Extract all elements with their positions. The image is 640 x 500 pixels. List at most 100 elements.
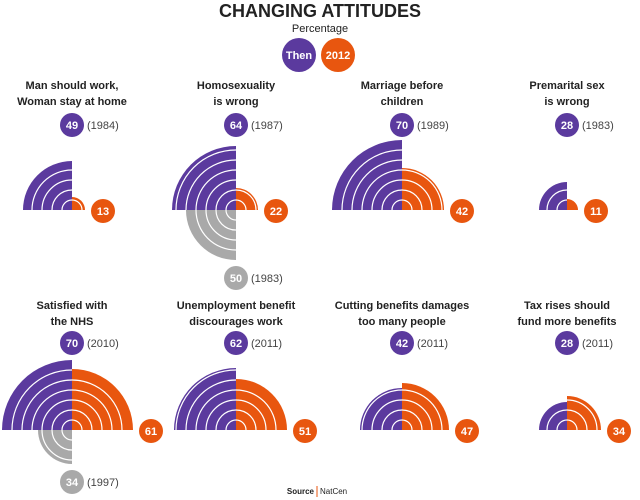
ring-line [175, 149, 237, 211]
value-badge [584, 199, 608, 223]
ring-line [361, 389, 403, 431]
ring-line [566, 409, 588, 431]
ring-line [215, 409, 237, 431]
ring-line [175, 369, 237, 431]
ring-line [391, 199, 403, 211]
ring-line [41, 179, 73, 211]
value-badge [60, 113, 84, 137]
ring-line [371, 179, 403, 211]
ring-line [51, 409, 73, 431]
panel-title: is wrong [213, 96, 258, 108]
value-label: 70 [396, 120, 408, 132]
now-sector [402, 383, 449, 430]
ring-line [401, 179, 433, 211]
ring-line [31, 389, 73, 431]
now-sector [72, 197, 85, 210]
value-badge [607, 419, 631, 443]
then-sector [23, 161, 72, 210]
ring-line [401, 189, 423, 211]
value-label: 28 [561, 120, 573, 132]
chart-title: CHANGING ATTITUDES [219, 1, 421, 21]
ring-line [341, 149, 403, 211]
earlier-sector [186, 210, 236, 260]
value-badge [60, 331, 84, 355]
ring-line [556, 419, 568, 431]
value-label: 61 [145, 426, 157, 438]
legend-marker [282, 38, 316, 72]
ring-line [205, 209, 237, 241]
year-label: (2011) [251, 338, 282, 350]
panel-title: Homosexuality [197, 80, 276, 92]
ring-line [41, 399, 73, 431]
ring-line [51, 189, 73, 211]
ring-line [381, 409, 403, 431]
chart-subtitle: Percentage [292, 23, 348, 35]
ring-line [381, 189, 403, 211]
ring-line [391, 419, 403, 431]
panel-title: fund more benefits [517, 316, 616, 328]
value-label: 34 [66, 477, 79, 489]
ring-line [215, 209, 237, 231]
source-name: NatCen [320, 487, 347, 496]
year-label: (1984) [87, 120, 119, 132]
now-sector [567, 396, 601, 430]
year-label: (1983) [582, 120, 614, 132]
panel-title: Tax rises should [524, 300, 610, 312]
value-label: 42 [456, 206, 468, 218]
value-badge [455, 419, 479, 443]
legend-marker [321, 38, 355, 72]
legend-label: 2012 [326, 50, 350, 62]
value-label: 22 [270, 206, 282, 218]
source-label: Source [287, 487, 315, 496]
ring-line [61, 429, 73, 441]
ring-line [546, 189, 568, 211]
ring-line [546, 409, 568, 431]
panel-title: discourages work [189, 316, 283, 328]
value-label: 11 [590, 206, 602, 218]
value-badge [60, 470, 84, 494]
value-label: 62 [230, 338, 242, 350]
value-badge [293, 419, 317, 443]
year-label: (1989) [417, 120, 449, 132]
year-label: (2011) [417, 338, 448, 350]
ring-line [235, 399, 267, 431]
ring-line [225, 419, 237, 431]
ring-line [361, 169, 403, 211]
then-sector [174, 368, 236, 430]
ring-line [371, 399, 403, 431]
ring-line [566, 399, 598, 431]
year-label: (1983) [251, 273, 283, 285]
ring-line [351, 159, 403, 211]
panel-title: Woman stay at home [17, 96, 127, 108]
value-badge [224, 331, 248, 355]
ring-line [401, 389, 443, 431]
ring-line [215, 189, 237, 211]
panel-title: Premarital sex [529, 80, 605, 92]
ring-line [71, 419, 83, 431]
value-badge [224, 266, 248, 290]
value-label: 50 [230, 273, 242, 285]
value-badge [555, 331, 579, 355]
value-badge [390, 113, 414, 137]
ring-line [185, 159, 237, 211]
then-sector [172, 146, 236, 210]
ring-line [11, 369, 73, 431]
ring-line [41, 429, 73, 461]
value-label: 34 [613, 426, 626, 438]
value-badge [91, 199, 115, 223]
ring-line [401, 199, 413, 211]
panel-title: Unemployment benefit [177, 300, 296, 312]
value-badge [264, 199, 288, 223]
ring-line [235, 419, 247, 431]
panel-title: is wrong [544, 96, 589, 108]
value-label: 70 [66, 338, 78, 350]
value-badge [555, 113, 579, 137]
value-badge [139, 419, 163, 443]
ring-line [185, 379, 237, 431]
panel-title: children [381, 96, 424, 108]
value-label: 42 [396, 338, 408, 350]
ring-line [205, 399, 237, 431]
value-badge [450, 199, 474, 223]
ring-line [61, 199, 73, 211]
